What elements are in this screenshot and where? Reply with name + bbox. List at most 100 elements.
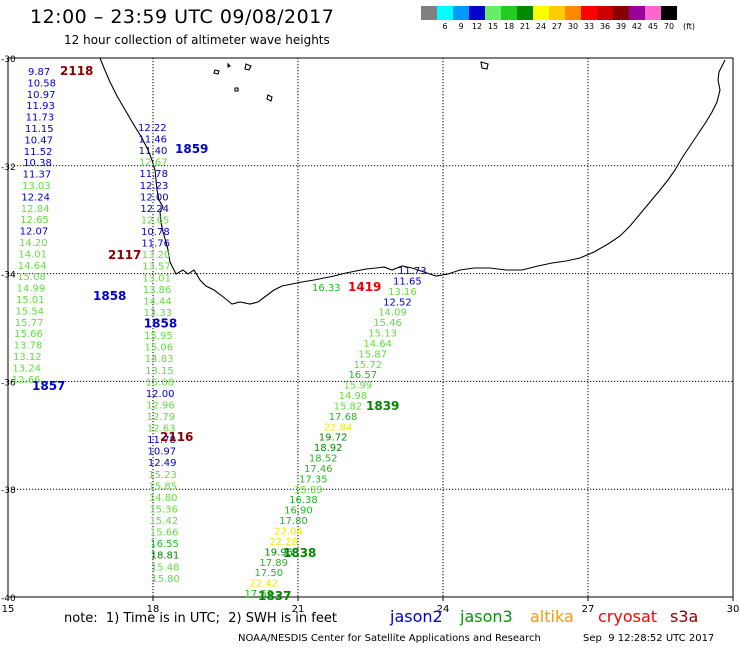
wave-height-label: 12.65	[141, 215, 170, 226]
lon-tick-label: 30	[727, 604, 740, 615]
wave-height-label: 15.42	[150, 516, 179, 527]
lon-tick-label: 24	[437, 604, 450, 615]
wave-height-label: 11.65	[393, 276, 422, 287]
lat-tick-label: -32	[1, 163, 16, 173]
coastline	[244, 63, 252, 71]
scale-swatch	[581, 6, 597, 20]
wave-height-label: 17.35	[299, 474, 328, 485]
scale-swatch	[645, 6, 661, 20]
pass-number-label: 1858	[93, 289, 126, 303]
lon-tick-label: 15	[2, 604, 15, 615]
wave-height-label: 12.00	[140, 192, 169, 203]
scale-label: 42	[631, 22, 643, 31]
legend-item-cryosat: cryosat	[598, 607, 658, 626]
wave-height-label: 10.97	[148, 447, 177, 458]
scale-label: 9	[458, 22, 464, 31]
wave-height-label: 17.68	[329, 412, 358, 423]
wave-height-label: 11.15	[25, 124, 54, 135]
wave-height-label: 15.54	[15, 306, 44, 317]
wave-height-label: 13.15	[145, 366, 174, 377]
generated-timestamp: Sep 9 12:28:52 UTC 2017	[583, 633, 715, 644]
wave-height-label: 12.96	[146, 400, 175, 411]
pass-number-label: 2117	[108, 248, 141, 262]
wave-height-label: 15.80	[151, 574, 180, 585]
wave-height-label: 17.50	[254, 568, 283, 579]
wave-height-label: 15.85	[149, 481, 178, 492]
wave-height-label: 17.80	[279, 516, 308, 527]
wave-height-label: 9.87	[28, 67, 50, 78]
wave-height-label: 12.24	[21, 192, 50, 203]
wave-height-label: 16.55	[150, 539, 179, 550]
wave-height-label: 16.57	[349, 370, 378, 381]
lat-tick-label: -34	[1, 271, 16, 281]
wave-height-label: 18.81	[151, 551, 180, 562]
wave-height-label: 12.66	[12, 375, 41, 386]
wave-height-label: 11.40	[139, 146, 168, 157]
lat-tick-label: -36	[1, 378, 16, 388]
scale-label: 30	[567, 22, 579, 31]
wave-height-label: 12.63	[147, 424, 176, 435]
wave-height-label: 22.84	[324, 422, 353, 433]
wave-height-label: 11.37	[23, 170, 52, 181]
map-frame	[7, 57, 734, 598]
wave-height-label: 18.92	[314, 443, 343, 454]
scale-label: 27	[551, 22, 563, 31]
lon-tick-label: 18	[147, 604, 160, 615]
scale-label: 70	[663, 22, 675, 31]
legend-item-jason3: jason3	[460, 607, 513, 626]
scale-swatch	[517, 6, 533, 20]
wave-height-label: 17.52	[245, 589, 274, 600]
wave-height-label: 14.20	[19, 238, 48, 249]
wave-height-label: 12.07	[20, 227, 49, 238]
page-subtitle: 12 hour collection of altimeter wave hei…	[64, 33, 330, 47]
wave-height-label: 1858	[144, 317, 177, 331]
legend-item-jason2: jason2	[390, 607, 443, 626]
wave-height-label: 15.99	[344, 381, 373, 392]
page-title: 12:00 – 23:59 UTC 09/08/2017	[30, 6, 335, 28]
wave-height-label: 15.08	[17, 272, 46, 283]
scale-swatch	[437, 6, 453, 20]
scale-swatch	[629, 6, 645, 20]
wave-height-label: 16.90	[284, 506, 313, 517]
wave-height-label: 13.20	[142, 250, 171, 261]
wave-height-label: 15.77	[15, 318, 44, 329]
wave-height-label: 10.58	[27, 78, 56, 89]
wave-height-label: 14.80	[149, 493, 178, 504]
wave-height-label: 18.52	[309, 454, 338, 465]
coastline	[213, 69, 220, 75]
scale-swatch	[597, 6, 613, 20]
scale-swatch	[501, 6, 517, 20]
wave-height-label: 12.00	[146, 389, 175, 400]
scale-label: 21	[519, 22, 531, 31]
wave-height-label: 14.64	[18, 261, 47, 272]
wave-height-label: 19.72	[319, 433, 348, 444]
wave-height-label: 15.66	[14, 329, 43, 340]
wave-height-label: 12.24	[140, 204, 169, 215]
coastline	[99, 57, 726, 305]
wave-height-label: 14.09	[378, 308, 407, 319]
scale-label: 12	[471, 22, 483, 31]
scale-swatch	[533, 6, 549, 20]
wave-height-label: 13.03	[22, 181, 51, 192]
footer-note: note: 1) Time is in UTC; 2) SWH is in fe…	[64, 611, 337, 626]
pass-number-label: 1859	[175, 142, 208, 156]
legend-item-altika: altika	[530, 607, 574, 626]
wave-height-label: 12.23	[140, 181, 169, 192]
wave-height-label: 13.01	[142, 273, 171, 284]
wave-height-label: 14.44	[143, 296, 172, 307]
pass-number-label: 1839	[366, 399, 399, 413]
wave-height-label: 15.66	[150, 528, 179, 539]
wave-height-label: 14.64	[363, 339, 392, 350]
wave-height-label: 15.36	[149, 504, 178, 515]
coastline	[480, 61, 489, 70]
coastline	[234, 87, 239, 92]
wave-height-label: 13.57	[142, 262, 171, 273]
wave-height-label: 11.76	[141, 239, 170, 250]
wave-height-label: 22.28	[269, 537, 298, 548]
wave-height-label: 13.78	[14, 341, 43, 352]
wave-height-label: 22.04	[274, 527, 303, 538]
lat-tick-label: -40	[1, 594, 16, 604]
scale-label: 15	[487, 22, 499, 31]
lon-tick-label: 27	[582, 604, 595, 615]
